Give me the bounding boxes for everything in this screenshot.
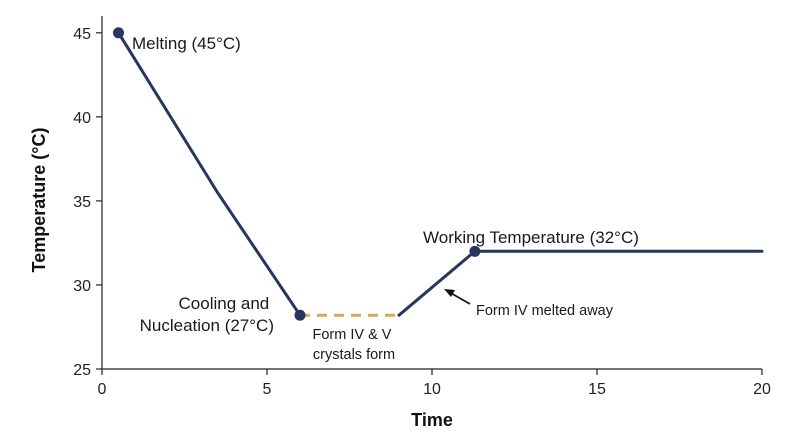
data-point-marker-1: [113, 27, 124, 39]
y-tick-label: 40: [73, 110, 91, 127]
series-line-1: [117, 31, 302, 317]
annotation-cooling-line-2: Nucleation (27°C): [140, 316, 274, 335]
x-tick-label: 20: [753, 381, 771, 398]
x-tick-label: 10: [423, 381, 441, 398]
x-tick-label: 15: [588, 381, 606, 398]
y-tick-label: 30: [73, 278, 91, 295]
annotation-arrow-head: [444, 289, 455, 297]
x-axis-title: Time: [411, 410, 453, 430]
annotation-form-line-1: Form IV & V: [313, 327, 392, 343]
annotations: Melting (45°C) Cooling and Nucleation (2…: [132, 34, 639, 363]
x-tick-label: 0: [98, 381, 107, 398]
annotation-form: Form IV & V crystals form: [313, 327, 396, 363]
annotation-working: Working Temperature (32°C): [423, 228, 639, 247]
markers: [113, 27, 481, 321]
y-tick-label: 35: [73, 194, 91, 211]
y-tick-label: 45: [73, 26, 91, 43]
y-axis-title: Temperature (°C): [29, 128, 49, 273]
annotation-melting-line: Melting (45°C): [132, 34, 241, 53]
y-tick-label: 25: [73, 362, 91, 379]
annotation-cooling: Cooling and Nucleation (27°C): [140, 294, 274, 335]
annotation-working-line: Working Temperature (32°C): [423, 228, 639, 247]
data-point-marker-2: [294, 309, 306, 321]
data-point-marker-3: [469, 245, 481, 257]
annotation-melted: Form IV melted away: [476, 303, 614, 319]
x-tick-label: 5: [263, 381, 272, 398]
series: [117, 31, 764, 317]
annotation-melting: Melting (45°C): [132, 34, 241, 53]
ticks: 0 5 10 15 20 25 30 35 40 45: [73, 26, 771, 398]
annotation-form-line-2: crystals form: [313, 347, 395, 363]
annotation-cooling-line-1: Cooling and: [179, 294, 270, 313]
annotation-arrow: [444, 289, 471, 305]
annotation-melted-line: Form IV melted away: [476, 303, 614, 319]
